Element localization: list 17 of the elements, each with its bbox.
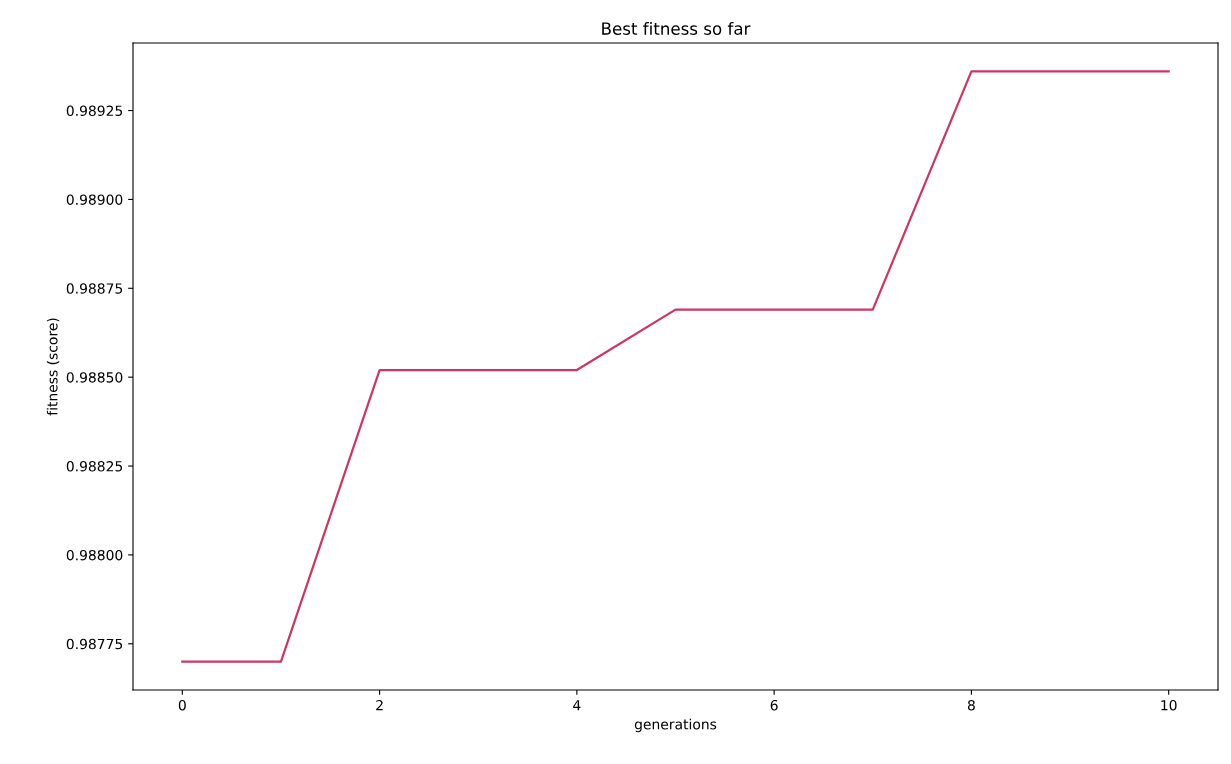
line-series <box>181 70 1170 663</box>
y-tick-label: 0.98875 <box>66 283 123 294</box>
x-tick-label: 8 <box>967 699 975 711</box>
x-tick-label: 10 <box>1161 699 1177 711</box>
x-tick-label: 0 <box>178 699 186 711</box>
y-tick-label: 0.98850 <box>66 372 123 383</box>
y-tick-label: 0.98800 <box>66 549 123 561</box>
y-tick-label: 0.98900 <box>66 194 123 205</box>
x-tick-label: 4 <box>573 700 581 711</box>
y-tick-label: 0.98825 <box>66 461 123 472</box>
x-axis-title: generations <box>634 718 717 733</box>
x-tick-label: 2 <box>376 699 383 711</box>
x-tick-label: 6 <box>770 699 778 711</box>
y-tick-label: 0.98775 <box>66 638 123 650</box>
y-axis-title: fitness (score) <box>46 318 60 416</box>
chart-title: Best fitness so far <box>602 22 751 35</box>
y-tick-label: 0.98925 <box>66 105 123 117</box>
